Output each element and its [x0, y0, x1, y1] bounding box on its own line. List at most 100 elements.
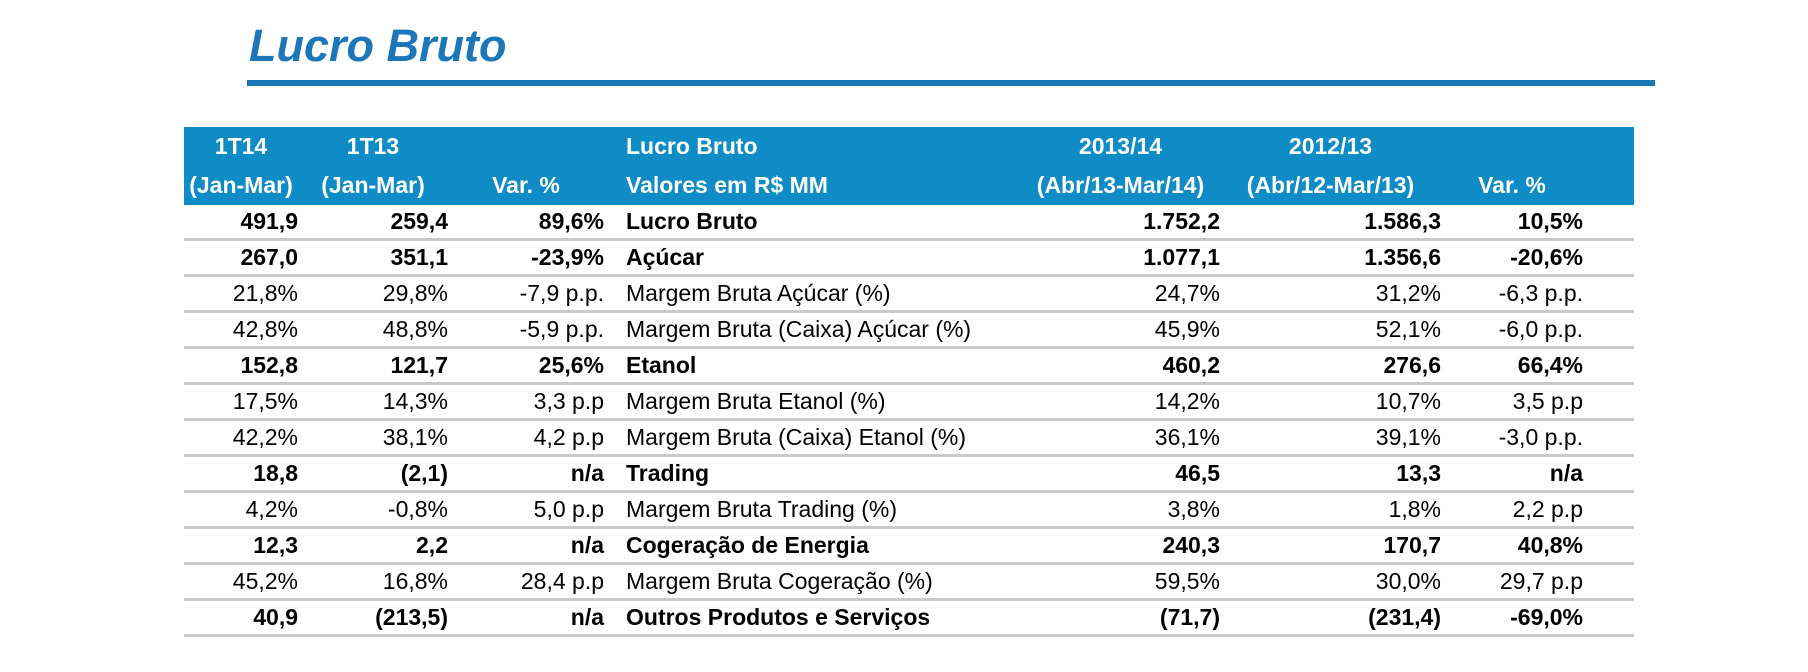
- cell-gap: [1583, 563, 1634, 601]
- table-row: 4,2% -0,8% 5,0 p.p Margem Bruta Trading (%)…: [184, 491, 1634, 529]
- cell-1t13: (2,1): [298, 455, 448, 493]
- cell-var-quarter: 4,2 p.p: [448, 419, 604, 457]
- cell-var-quarter: n/a: [448, 527, 604, 565]
- cell-label: Outros Produtos e Serviços: [626, 599, 1021, 637]
- table-row: 12,3 2,2 n/a Cogeração de Energia 240,3 170,7…: [184, 527, 1634, 565]
- cell-gap: [1583, 239, 1634, 277]
- cell-1t14: 21,8%: [184, 275, 298, 313]
- cell-2013-14: 46,5: [1021, 455, 1220, 493]
- cell-gap: [604, 275, 626, 313]
- cell-label: Lucro Bruto: [626, 205, 1021, 241]
- header-1t14: 1T14: [184, 127, 298, 165]
- cell-1t14: 267,0: [184, 239, 298, 277]
- cell-var-year: -3,0 p.p.: [1441, 419, 1583, 457]
- table-row: 267,0 351,1 -23,9% Açúcar 1.077,1 1.356,6 -20,…: [184, 239, 1634, 277]
- cell-gap: [604, 527, 626, 565]
- cell-var-quarter: 25,6%: [448, 347, 604, 385]
- header-2013-14: 2013/14: [1021, 127, 1220, 165]
- header-gap: [1583, 127, 1634, 165]
- cell-1t14: 42,8%: [184, 311, 298, 349]
- cell-2013-14: 460,2: [1021, 347, 1220, 385]
- table-row: 42,2% 38,1% 4,2 p.p Margem Bruta (Caixa) Et…: [184, 419, 1634, 457]
- cell-label: Margem Bruta Trading (%): [626, 491, 1021, 529]
- cell-gap: [604, 563, 626, 601]
- cell-label: Açúcar: [626, 239, 1021, 277]
- cell-gap: [1583, 599, 1634, 637]
- cell-label: Margem Bruta (Caixa) Açúcar (%): [626, 311, 1021, 349]
- cell-gap: [604, 347, 626, 385]
- cell-var-year: -6,0 p.p.: [1441, 311, 1583, 349]
- cell-label: Margem Bruta (Caixa) Etanol (%): [626, 419, 1021, 457]
- table-row: 152,8 121,7 25,6% Etanol 460,2 276,6 66,4%: [184, 347, 1634, 385]
- cell-gap: [604, 239, 626, 277]
- header-var-quarter: Var. %: [448, 165, 604, 205]
- cell-2013-14: 59,5%: [1021, 563, 1220, 601]
- cell-gap: [1583, 205, 1634, 241]
- cell-1t14: 40,9: [184, 599, 298, 637]
- cell-2012-13: 276,6: [1220, 347, 1441, 385]
- cell-2012-13: 1.356,6: [1220, 239, 1441, 277]
- cell-var-year: 3,5 p.p: [1441, 383, 1583, 421]
- cell-var-year: -69,0%: [1441, 599, 1583, 637]
- cell-label: Margem Bruta Cogeração (%): [626, 563, 1021, 601]
- cell-var-year: 2,2 p.p: [1441, 491, 1583, 529]
- cell-2012-13: (231,4): [1220, 599, 1441, 637]
- cell-gap: [1583, 383, 1634, 421]
- header-gap: [1583, 165, 1634, 205]
- cell-1t13: 2,2: [298, 527, 448, 565]
- cell-gap: [1583, 527, 1634, 565]
- cell-gap: [1583, 419, 1634, 457]
- table-row: 40,9 (213,5) n/a Outros Produtos e Serviços…: [184, 599, 1634, 637]
- cell-gap: [604, 599, 626, 637]
- cell-var-quarter: 5,0 p.p: [448, 491, 604, 529]
- cell-2012-13: 39,1%: [1220, 419, 1441, 457]
- cell-gap: [1583, 347, 1634, 385]
- cell-1t13: 16,8%: [298, 563, 448, 601]
- table-body: 491,9 259,4 89,6% Lucro Bruto 1.752,2 1.586,3…: [184, 205, 1634, 637]
- cell-gap: [604, 205, 626, 241]
- cell-1t13: 38,1%: [298, 419, 448, 457]
- cell-2012-13: 10,7%: [1220, 383, 1441, 421]
- cell-var-quarter: -7,9 p.p.: [448, 275, 604, 313]
- cell-1t13: 259,4: [298, 205, 448, 241]
- cell-2013-14: 1.752,2: [1021, 205, 1220, 241]
- table-row: 21,8% 29,8% -7,9 p.p. Margem Bruta Açúcar (…: [184, 275, 1634, 313]
- cell-2012-13: 1.586,3: [1220, 205, 1441, 241]
- cell-2013-14: 45,9%: [1021, 311, 1220, 349]
- header-var-year: Var. %: [1441, 165, 1583, 205]
- cell-2013-14: 240,3: [1021, 527, 1220, 565]
- cell-var-year: -6,3 p.p.: [1441, 275, 1583, 313]
- cell-var-year: -20,6%: [1441, 239, 1583, 277]
- cell-gap: [604, 455, 626, 493]
- header-label: Lucro Bruto: [626, 127, 1021, 165]
- cell-2012-13: 13,3: [1220, 455, 1441, 493]
- cell-gap: [604, 383, 626, 421]
- cell-label: Etanol: [626, 347, 1021, 385]
- cell-var-quarter: 89,6%: [448, 205, 604, 241]
- cell-label: Margem Bruta Etanol (%): [626, 383, 1021, 421]
- header-2012-13: 2012/13: [1220, 127, 1441, 165]
- cell-var-quarter: n/a: [448, 455, 604, 493]
- table-row: 17,5% 14,3% 3,3 p.p Margem Bruta Etanol (%)…: [184, 383, 1634, 421]
- cell-var-quarter: 3,3 p.p: [448, 383, 604, 421]
- header-row-1: 1T14 1T13 Lucro Bruto 2013/14 2012/13: [184, 127, 1634, 165]
- cell-1t13: (213,5): [298, 599, 448, 637]
- table-row: 491,9 259,4 89,6% Lucro Bruto 1.752,2 1.586,3…: [184, 205, 1634, 241]
- cell-gap: [1583, 275, 1634, 313]
- header-2013-14-period: (Abr/13-Mar/14): [1021, 165, 1220, 205]
- header-gap: [604, 127, 626, 165]
- cell-2013-14: 24,7%: [1021, 275, 1220, 313]
- header-gap: [604, 165, 626, 205]
- cell-1t13: 14,3%: [298, 383, 448, 421]
- cell-var-year: n/a: [1441, 455, 1583, 493]
- header-row-2: (Jan-Mar) (Jan-Mar) Var. % Valores em R$…: [184, 165, 1634, 205]
- cell-1t14: 12,3: [184, 527, 298, 565]
- cell-2012-13: 52,1%: [1220, 311, 1441, 349]
- cell-1t14: 491,9: [184, 205, 298, 241]
- cell-1t14: 45,2%: [184, 563, 298, 601]
- cell-var-quarter: -5,9 p.p.: [448, 311, 604, 349]
- cell-1t13: 121,7: [298, 347, 448, 385]
- cell-var-quarter: -23,9%: [448, 239, 604, 277]
- cell-1t13: 48,8%: [298, 311, 448, 349]
- cell-2012-13: 30,0%: [1220, 563, 1441, 601]
